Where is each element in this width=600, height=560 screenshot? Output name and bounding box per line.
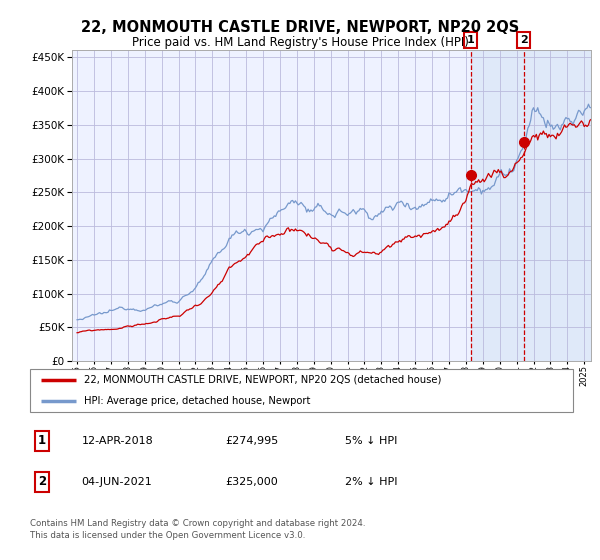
Text: Price paid vs. HM Land Registry's House Price Index (HPI): Price paid vs. HM Land Registry's House … bbox=[131, 36, 469, 49]
Text: 5% ↓ HPI: 5% ↓ HPI bbox=[345, 436, 397, 446]
Text: 1: 1 bbox=[38, 435, 46, 447]
Bar bbox=[470, 50, 591, 361]
Text: 22, MONMOUTH CASTLE DRIVE, NEWPORT, NP20 2QS: 22, MONMOUTH CASTLE DRIVE, NEWPORT, NP20… bbox=[81, 20, 519, 35]
Text: HPI: Average price, detached house, Newport: HPI: Average price, detached house, Newp… bbox=[85, 396, 311, 406]
Text: 22, MONMOUTH CASTLE DRIVE, NEWPORT, NP20 2QS (detached house): 22, MONMOUTH CASTLE DRIVE, NEWPORT, NP20… bbox=[85, 375, 442, 385]
Text: 04-JUN-2021: 04-JUN-2021 bbox=[82, 477, 152, 487]
Text: Contains HM Land Registry data © Crown copyright and database right 2024.
This d: Contains HM Land Registry data © Crown c… bbox=[30, 519, 365, 540]
FancyBboxPatch shape bbox=[30, 369, 573, 412]
Text: 1: 1 bbox=[467, 35, 475, 45]
Text: 2% ↓ HPI: 2% ↓ HPI bbox=[345, 477, 397, 487]
Text: £325,000: £325,000 bbox=[226, 477, 278, 487]
Text: 12-APR-2018: 12-APR-2018 bbox=[82, 436, 154, 446]
Text: 2: 2 bbox=[520, 35, 527, 45]
Text: 2: 2 bbox=[38, 475, 46, 488]
Text: £274,995: £274,995 bbox=[226, 436, 279, 446]
